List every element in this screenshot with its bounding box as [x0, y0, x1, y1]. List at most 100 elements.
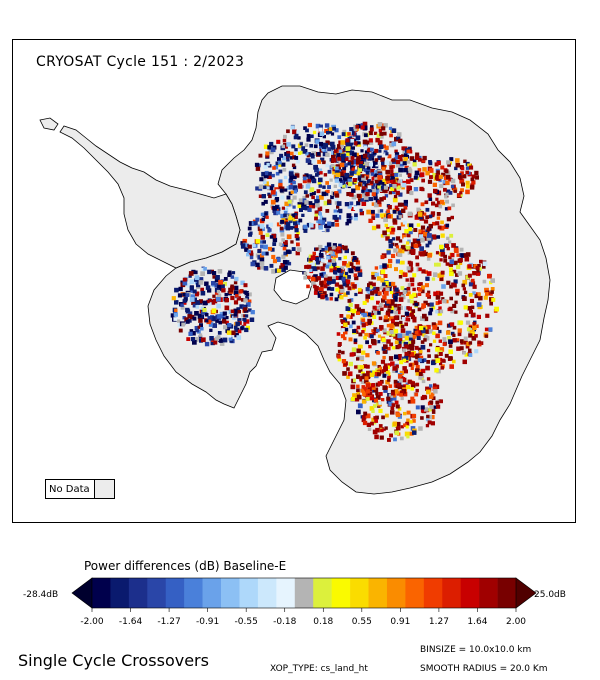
- data-bin: [431, 392, 435, 396]
- data-bin: [281, 267, 286, 273]
- data-bin: [412, 162, 417, 167]
- data-bin: [368, 138, 373, 143]
- data-bin: [420, 416, 424, 420]
- data-bin: [361, 201, 367, 206]
- data-bin: [389, 183, 394, 189]
- data-bin: [459, 178, 465, 184]
- data-bin: [341, 277, 346, 281]
- data-bin: [388, 161, 393, 166]
- data-bin: [309, 187, 315, 193]
- data-bin: [264, 181, 269, 186]
- data-bin: [432, 182, 437, 187]
- data-bin: [334, 191, 339, 196]
- data-bin: [390, 361, 395, 366]
- data-bin: [347, 299, 352, 303]
- data-bin: [462, 359, 467, 365]
- data-bin: [322, 217, 327, 222]
- data-bin: [466, 327, 471, 332]
- data-bin: [354, 365, 358, 369]
- data-bin: [469, 298, 474, 303]
- data-bin: [371, 176, 376, 181]
- data-bin: [489, 292, 493, 296]
- data-bin: [444, 353, 449, 358]
- data-bin: [260, 235, 265, 240]
- data-bin: [213, 340, 218, 345]
- data-bin: [199, 338, 203, 343]
- data-bin: [314, 210, 319, 215]
- data-bin: [275, 171, 280, 176]
- data-bin: [349, 171, 354, 176]
- data-bin: [206, 299, 210, 304]
- data-bin: [360, 365, 364, 370]
- data-bin: [336, 267, 341, 272]
- data-bin: [408, 149, 413, 154]
- data-bin: [421, 285, 425, 290]
- data-bin: [277, 160, 282, 165]
- data-bin: [381, 185, 386, 191]
- data-bin: [185, 307, 190, 313]
- data-bin: [266, 224, 271, 229]
- data-bin: [305, 152, 309, 156]
- data-bin: [224, 293, 228, 297]
- data-bin: [227, 309, 233, 314]
- data-bin: [396, 136, 401, 140]
- data-bin: [397, 333, 403, 339]
- data-bin: [441, 358, 445, 363]
- data-bin: [333, 209, 337, 213]
- data-bin: [291, 144, 296, 149]
- data-bin: [465, 170, 469, 175]
- data-bin: [325, 181, 329, 185]
- data-bin: [359, 179, 364, 185]
- data-bin: [425, 276, 430, 281]
- data-bin: [390, 290, 394, 295]
- data-bin: [393, 285, 397, 290]
- data-bin: [318, 212, 322, 216]
- data-bin: [413, 175, 418, 180]
- data-bin: [307, 275, 311, 280]
- data-bin: [448, 306, 453, 311]
- data-bin: [319, 280, 324, 286]
- data-bin: [417, 292, 422, 296]
- data-bin: [298, 218, 303, 223]
- data-bin: [353, 206, 358, 211]
- data-bin: [448, 191, 453, 195]
- data-bin: [356, 394, 362, 400]
- data-bin: [383, 185, 388, 190]
- data-bin: [248, 221, 254, 226]
- data-bin: [380, 234, 385, 238]
- data-bin: [387, 363, 392, 367]
- data-bin: [389, 330, 394, 335]
- data-bin: [318, 225, 323, 230]
- data-bin: [416, 336, 421, 340]
- data-bin: [352, 393, 357, 398]
- data-bin: [390, 410, 395, 415]
- data-bin: [420, 202, 425, 207]
- data-bin: [303, 271, 308, 276]
- data-bin: [289, 178, 294, 183]
- data-bin: [356, 357, 360, 361]
- data-bin: [346, 152, 350, 156]
- data-bin: [290, 240, 294, 244]
- data-bin: [259, 261, 265, 266]
- data-bin: [351, 167, 355, 171]
- data-bin: [406, 190, 411, 194]
- data-bin: [190, 294, 195, 299]
- data-bin: [364, 150, 370, 155]
- data-bin: [439, 309, 444, 314]
- data-bin: [393, 303, 398, 308]
- data-bin: [347, 204, 352, 209]
- data-bin: [379, 209, 384, 213]
- data-bin: [370, 313, 375, 317]
- data-bin: [275, 189, 279, 193]
- data-bin: [377, 334, 382, 338]
- data-bin: [427, 193, 432, 198]
- data-bin: [333, 270, 338, 275]
- data-bin: [323, 173, 328, 177]
- data-bin: [443, 187, 447, 192]
- data-bin: [230, 309, 235, 314]
- data-bin: [430, 211, 436, 216]
- data-bin: [367, 185, 372, 189]
- data-bin: [411, 413, 417, 419]
- data-bin: [249, 250, 254, 255]
- data-bin: [468, 293, 473, 297]
